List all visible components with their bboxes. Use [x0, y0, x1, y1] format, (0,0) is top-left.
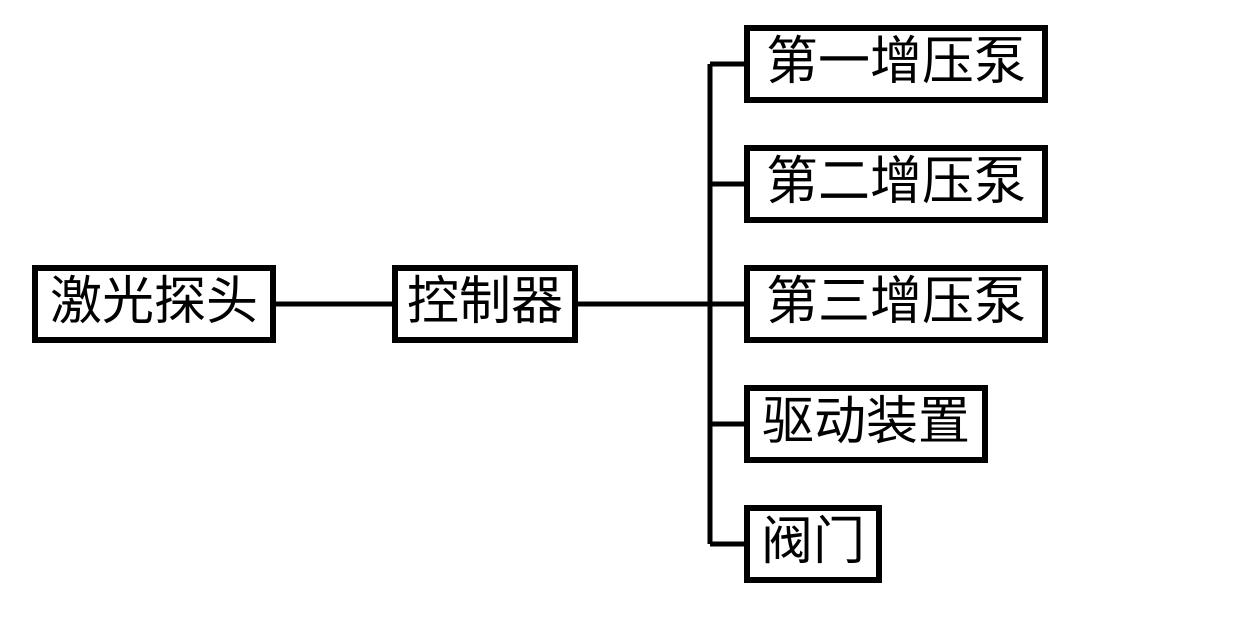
node-valve: 阀门	[747, 508, 879, 580]
node-controller-label: 控制器	[407, 274, 563, 331]
node-pump2-label: 第二增压泵	[766, 154, 1026, 211]
block-diagram: 激光探头 控制器 第一增压泵 第二增压泵 第三增压泵 驱动装置 阀门	[0, 0, 1240, 625]
node-valve-label: 阀门	[761, 514, 865, 571]
node-controller: 控制器	[395, 268, 575, 340]
node-pump2: 第二增压泵	[747, 148, 1045, 220]
node-pump1-label: 第一增压泵	[766, 34, 1026, 91]
node-drive: 驱动装置	[747, 388, 985, 460]
node-drive-label: 驱动装置	[762, 394, 970, 451]
node-laser-probe-label: 激光探头	[50, 274, 258, 331]
node-pump1: 第一增压泵	[747, 28, 1045, 100]
node-pump3-label: 第三增压泵	[766, 274, 1026, 331]
node-pump3: 第三增压泵	[747, 268, 1045, 340]
node-laser-probe: 激光探头	[35, 268, 273, 340]
